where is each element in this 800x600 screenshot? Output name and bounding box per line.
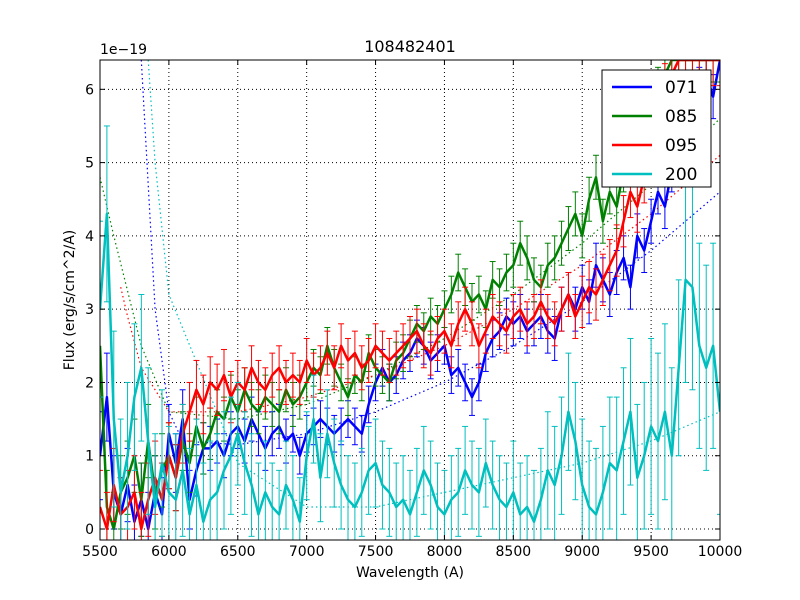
- fit-line-085-fit: [100, 118, 720, 420]
- x-tick-label: 6000: [151, 544, 187, 560]
- x-tick-label: 9000: [564, 544, 600, 560]
- series-095: [100, 60, 720, 540]
- legend-label-071: 071: [665, 78, 697, 98]
- legend-label-200: 200: [665, 165, 697, 185]
- y-tick-label: 3: [85, 302, 94, 318]
- legend-label-095: 095: [665, 136, 697, 156]
- series-200: [100, 125, 720, 540]
- series-layer: [100, 60, 720, 540]
- chart-title: 108482401: [364, 37, 456, 56]
- y-axis-label: Flux (erg/s/cm^2/A): [62, 230, 78, 370]
- plot-frame: [99, 59, 721, 541]
- y-scale-offset: 1e−19: [100, 42, 147, 58]
- axis-ticks: 5500 6000 6500 7000 7500 8000 8500 9000 9500 1000…: [82, 60, 742, 560]
- series-line-095: [100, 60, 720, 531]
- y-tick-label: 6: [85, 82, 94, 98]
- x-tick-label: 10000: [698, 544, 743, 560]
- x-tick-label: 5500: [82, 544, 118, 560]
- x-tick-label: 9500: [633, 544, 669, 560]
- x-tick-label: 7500: [358, 544, 394, 560]
- legend: 071 085 095 200: [601, 69, 712, 188]
- legend-box: [601, 69, 712, 188]
- x-tick-label: 6500: [220, 544, 256, 560]
- y-tick-label: 5: [85, 156, 94, 172]
- x-tick-label: 8500: [496, 544, 532, 560]
- x-tick-label: 7000: [289, 544, 325, 560]
- y-tick-label: 1: [85, 449, 94, 465]
- x-tick-label: 8000: [427, 544, 463, 560]
- y-tick-label: 4: [85, 229, 94, 245]
- series-line-200: [100, 212, 720, 523]
- y-tick-label: 2: [85, 375, 94, 391]
- x-axis-label: Wavelength (A): [356, 565, 464, 581]
- legend-label-085: 085: [665, 107, 697, 127]
- y-tick-label: 0: [85, 522, 94, 538]
